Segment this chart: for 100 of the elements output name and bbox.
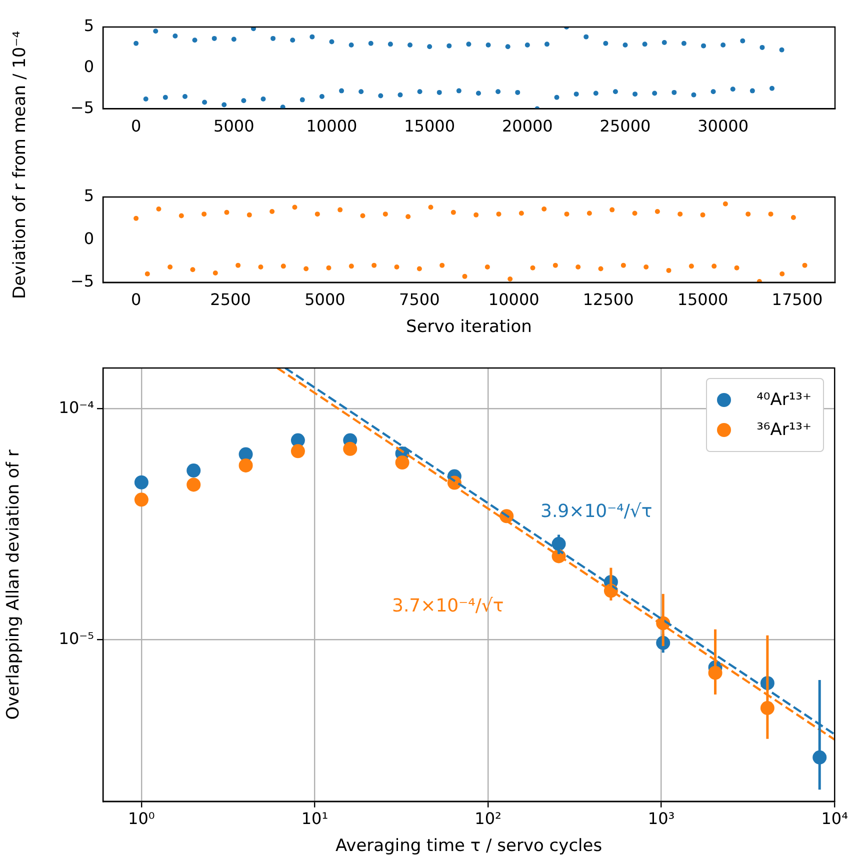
x-tick-label: 20000 bbox=[502, 116, 553, 136]
y-tick-label: 5 bbox=[84, 16, 94, 36]
point bbox=[428, 204, 434, 210]
legend-label: ³⁶Ar¹³⁺ bbox=[756, 420, 812, 440]
x-tick-label: 10¹ bbox=[301, 809, 328, 828]
point bbox=[202, 212, 207, 217]
point bbox=[190, 267, 196, 272]
x-tick-label: 25000 bbox=[600, 116, 651, 136]
point bbox=[290, 444, 305, 458]
y-tick-label: 10⁻⁴ bbox=[58, 398, 94, 417]
point bbox=[802, 262, 808, 268]
point bbox=[632, 210, 638, 216]
point bbox=[518, 210, 524, 216]
x-tick-label: 10000 bbox=[306, 116, 358, 136]
point bbox=[134, 216, 139, 221]
point bbox=[178, 213, 184, 218]
x-tick-label: 10⁴ bbox=[821, 809, 848, 828]
point bbox=[224, 210, 230, 215]
point bbox=[144, 271, 150, 276]
point bbox=[348, 264, 354, 269]
point bbox=[508, 276, 513, 282]
y-tick-label: −5 bbox=[70, 98, 94, 117]
x-tick-label: 10⁰ bbox=[128, 809, 155, 828]
point bbox=[712, 264, 717, 269]
point bbox=[280, 264, 286, 269]
point bbox=[462, 274, 468, 279]
point bbox=[700, 212, 706, 218]
x-tick-label: 5000 bbox=[214, 116, 254, 136]
y-tick-label: −5 bbox=[70, 272, 94, 291]
point bbox=[270, 209, 275, 214]
point bbox=[372, 262, 377, 268]
point bbox=[406, 214, 411, 220]
x-tick-label: 10² bbox=[474, 809, 502, 828]
point bbox=[644, 264, 649, 270]
x-tick-label: 5000 bbox=[304, 290, 346, 310]
point bbox=[238, 458, 253, 472]
x-tick-label: 0 bbox=[130, 290, 142, 310]
point bbox=[314, 212, 320, 217]
y-axis-title: Overlapping Allan deviation of r bbox=[4, 450, 24, 720]
legend-label: ⁴⁰Ar¹³⁺ bbox=[756, 390, 812, 410]
point bbox=[338, 207, 343, 212]
point bbox=[326, 265, 332, 270]
point bbox=[134, 492, 148, 507]
point bbox=[343, 442, 358, 456]
x-axis-title: Servo iteration bbox=[406, 317, 532, 338]
point bbox=[598, 266, 604, 272]
point bbox=[734, 265, 740, 270]
annotation: 3.7×10⁻⁴/√τ bbox=[392, 595, 504, 616]
x-tick-label: 15000 bbox=[677, 290, 728, 310]
point bbox=[395, 456, 410, 470]
point bbox=[394, 264, 400, 270]
point bbox=[564, 212, 570, 217]
point bbox=[484, 264, 490, 270]
point bbox=[586, 210, 592, 216]
point bbox=[186, 478, 201, 492]
point bbox=[382, 212, 388, 217]
point bbox=[722, 201, 728, 206]
point bbox=[746, 212, 751, 217]
point bbox=[688, 264, 694, 269]
x-tick-label: 15000 bbox=[404, 116, 456, 136]
point bbox=[576, 264, 581, 270]
point bbox=[610, 207, 615, 212]
point bbox=[768, 212, 774, 217]
point bbox=[450, 210, 456, 215]
y-tick-label: 5 bbox=[84, 186, 94, 206]
point bbox=[236, 262, 241, 268]
y-tick-label: 0 bbox=[84, 57, 94, 76]
point bbox=[530, 265, 536, 270]
point bbox=[186, 464, 201, 478]
x-tick-label: 0 bbox=[130, 116, 142, 136]
point bbox=[542, 206, 547, 212]
x-tick-label: 7500 bbox=[399, 290, 440, 310]
point bbox=[678, 212, 683, 217]
point bbox=[134, 475, 148, 490]
point bbox=[416, 266, 422, 272]
point bbox=[474, 212, 479, 218]
point bbox=[246, 212, 252, 218]
x-axis-title: Averaging time τ / servo cycles bbox=[336, 836, 602, 856]
point bbox=[496, 212, 502, 217]
point bbox=[780, 271, 785, 276]
point bbox=[654, 209, 660, 214]
y-axis-title: Deviation of r from mean / 10⁻⁴ bbox=[10, 30, 30, 300]
point bbox=[790, 214, 796, 220]
point bbox=[292, 204, 298, 210]
point bbox=[258, 264, 264, 270]
point bbox=[304, 266, 309, 272]
y-tick-label: 10⁻⁵ bbox=[58, 628, 94, 648]
point bbox=[156, 206, 162, 212]
x-tick-label: 17500 bbox=[772, 290, 823, 310]
x-tick-label: 2500 bbox=[210, 290, 251, 310]
point bbox=[212, 270, 218, 276]
point bbox=[666, 268, 672, 273]
x-tick-label: 10³ bbox=[648, 809, 675, 828]
point bbox=[620, 262, 626, 268]
point bbox=[440, 262, 445, 268]
y-tick-label: 0 bbox=[84, 228, 94, 248]
annotation: 3.9×10⁻⁴/√τ bbox=[540, 500, 652, 522]
point bbox=[552, 262, 558, 268]
x-tick-label: 12500 bbox=[582, 290, 634, 310]
point bbox=[168, 264, 173, 270]
